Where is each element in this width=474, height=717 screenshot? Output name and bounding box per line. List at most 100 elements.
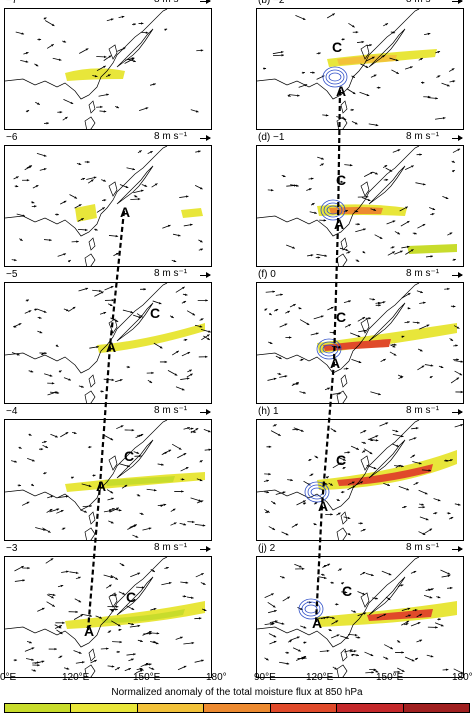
wind-vector [410,621,421,627]
wind-vector [336,498,340,502]
wind-vector [25,299,30,302]
panel-label: −4 [6,406,18,417]
map-panel [4,8,212,130]
wind-vector [52,57,62,61]
wind-vector [57,253,67,257]
wind-vector [187,520,195,524]
wind-vector [56,629,63,635]
wind-vector [281,531,289,536]
wind-vector [395,464,402,468]
wind-vector [22,179,30,182]
wind-vector [119,562,125,567]
wind-vector [57,110,63,114]
contour-line [310,487,324,497]
wind-vector [268,312,272,316]
wind-vector [391,69,400,75]
wind-vector [96,65,106,72]
wind-vector [101,179,107,182]
wind-vector [397,584,404,587]
wind-vector [183,223,193,227]
wind-vector [129,624,141,628]
wind-vector [37,607,45,612]
wind-vector [263,479,270,482]
wind-vector [49,508,60,513]
map-canvas [5,557,207,677]
wind-vector [137,639,143,643]
x-tick-left-2: 150°E [133,672,161,683]
wind-vector [118,628,122,632]
wind-vector [452,258,456,262]
coastline [360,181,370,197]
wind-vector [57,584,64,588]
panel-label: −5 [6,269,18,280]
wind-vector [306,188,312,191]
wind-vector [132,534,139,538]
wind-vector [141,31,149,34]
wind-vector [285,336,292,339]
wind-vector [170,508,176,512]
wind-vector [405,249,414,255]
wind-vector [104,285,114,291]
wind-vector [75,576,81,580]
vector-scale-arrow [452,546,463,552]
wind-vector [340,635,349,639]
wind-vector [268,526,276,531]
map-canvas [257,146,461,266]
wind-vector [375,304,381,307]
wind-vector [370,74,377,78]
vector-scale-label: 8 m s⁻¹ [154,268,188,279]
wind-vector [302,502,307,505]
wind-vector [118,15,125,19]
wind-vector [201,334,210,341]
wind-vector [355,223,360,226]
wind-vector [415,182,426,186]
colorbar [4,703,470,713]
wind-vector [140,288,147,291]
wind-vector [380,358,386,362]
wind-vector [310,332,319,336]
wind-vector [401,335,405,338]
wind-vector [107,665,115,668]
wind-vector [354,210,359,213]
wind-vector [23,52,29,55]
wind-vector [124,58,135,64]
wind-vector [269,640,277,645]
vector-scale-arrow [452,0,463,4]
x-tick-right-0: 90°E [254,672,276,683]
wind-vector [351,358,362,364]
wind-vector [43,238,52,242]
coastline [336,253,348,266]
wind-vector [418,489,428,495]
wind-vector [451,160,456,163]
wind-vector [63,98,74,105]
wind-vector [452,358,459,361]
wind-vector [444,287,450,291]
wind-vector [136,586,145,589]
wind-vector [200,329,211,333]
wind-vector [58,370,62,373]
wind-vector [157,503,167,507]
wind-vector [50,433,58,438]
wind-vector [62,116,68,121]
wind-vector [346,251,351,254]
wind-vector [113,252,119,257]
anticyclone-marker: A [120,204,131,220]
map-canvas [257,557,463,677]
wind-vector [46,594,54,599]
wind-vector [57,495,69,499]
wind-vector [346,88,356,95]
wind-vector [32,184,39,189]
wind-vector [342,466,346,470]
wind-vector [418,57,424,61]
wind-vector [11,258,17,262]
wind-vector [133,451,140,454]
wind-vector [435,50,441,54]
wind-vector [187,369,193,373]
coastline [88,237,96,251]
wind-vector [108,520,114,524]
x-tick-left-1: 120°E [62,672,90,683]
colorbar-swatch [137,704,205,712]
wind-vector [391,343,397,346]
wind-vector [352,30,359,34]
wind-vector [330,581,334,584]
